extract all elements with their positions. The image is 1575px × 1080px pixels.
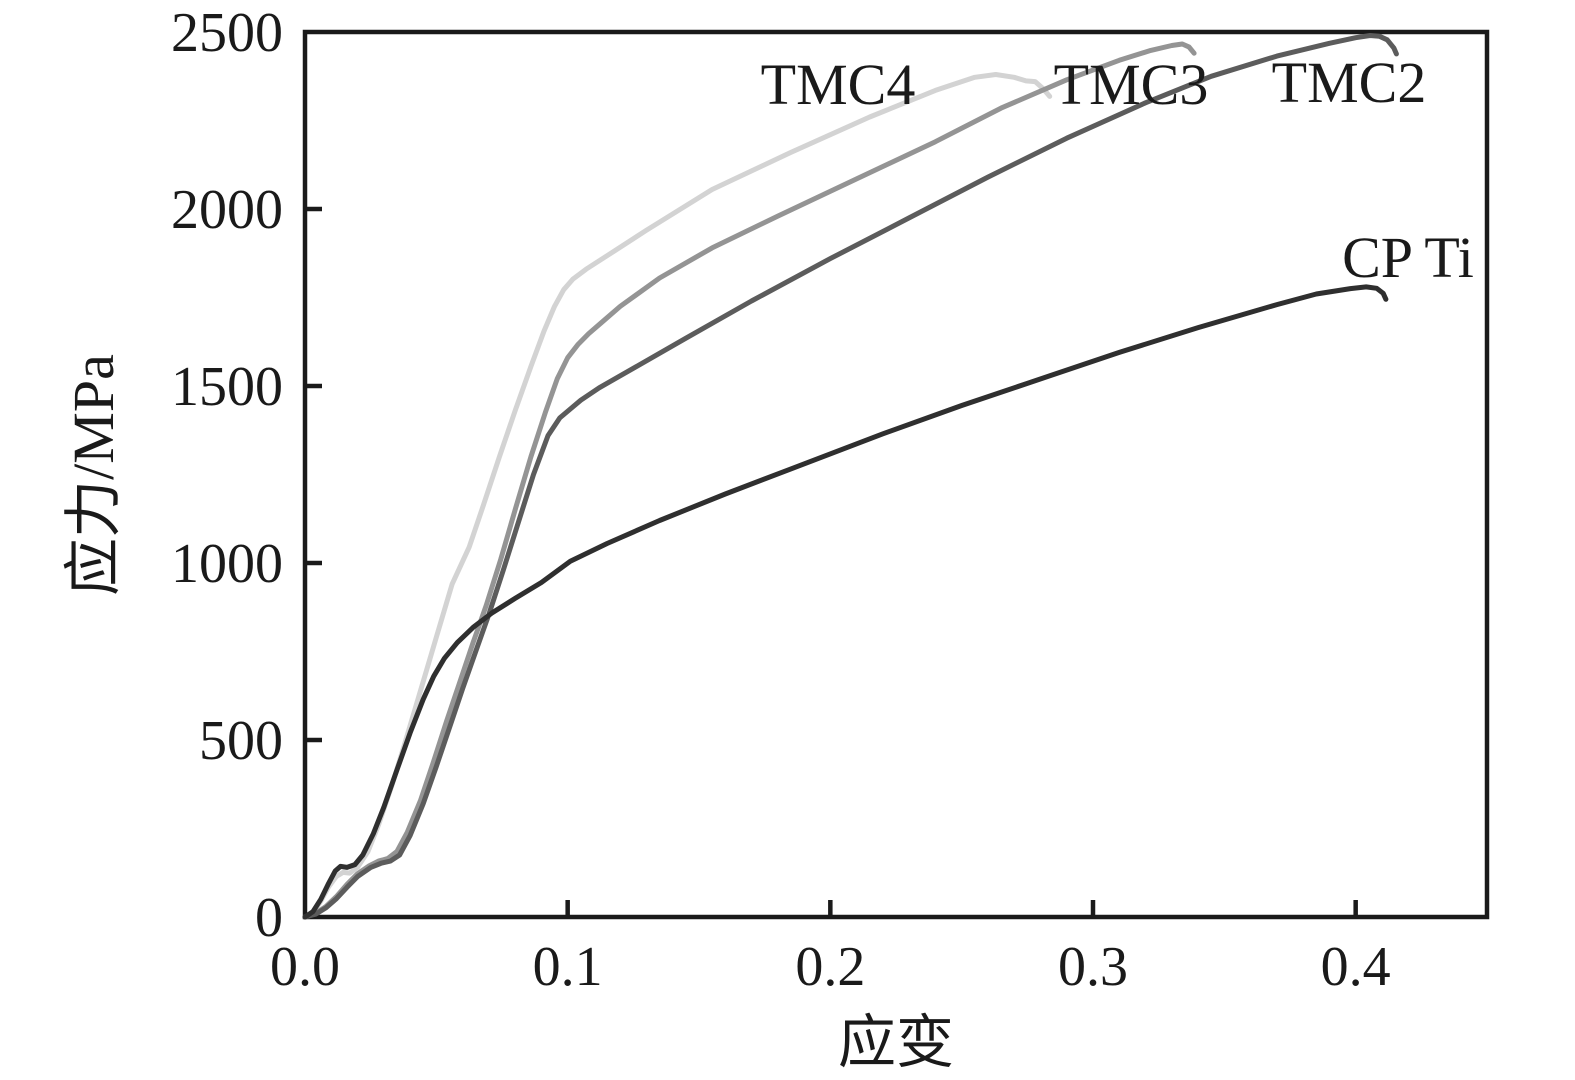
axis-tick-labels: 0.0 0.1 0.2 0.3 0.4 0 500 1000 1500 2000 2500 [171,2,1391,998]
y-tick-label-2500: 2500 [171,2,283,64]
y-tick-label-500: 500 [199,710,283,772]
curve-annotations: TMC4 TMC3 TMC2 CP Ti [761,50,1474,290]
axis-ticks [305,206,1358,917]
x-tick-label-0.3: 0.3 [1058,936,1128,998]
y-tick-label-2000: 2000 [171,179,283,241]
y-axis-title: 应力/MPa [61,354,126,596]
plot-frame [302,29,1490,920]
curve-cp-ti [302,284,1389,920]
y-tick-label-0: 0 [255,887,283,949]
x-axis-title: 应变 [838,1010,954,1075]
x-tick-label-0.4: 0.4 [1321,936,1391,998]
curve-tmc2 [302,33,1399,920]
curve-tmc4 [302,72,1053,920]
curve-label-tmc3: TMC3 [1054,52,1209,117]
curve-label-tmc4: TMC4 [761,52,916,117]
x-tick-label-0.2: 0.2 [795,936,865,998]
y-tick-label-1000: 1000 [171,533,283,595]
curve-label-cp-ti: CP Ti [1342,225,1474,290]
data-curves [302,33,1399,920]
x-tick-label-0.1: 0.1 [533,936,603,998]
curve-tmc3 [302,41,1197,920]
curve-label-tmc2: TMC2 [1272,50,1427,115]
y-tick-label-1500: 1500 [171,356,283,418]
x-tick-label-0.0: 0.0 [270,936,340,998]
